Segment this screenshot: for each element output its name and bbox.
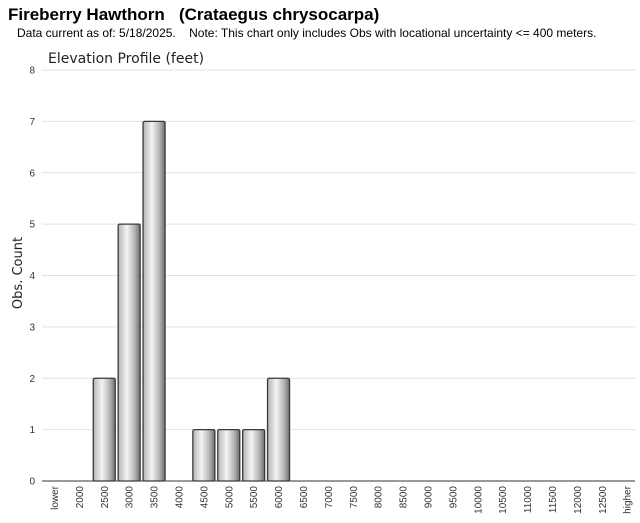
- y-tick-label: 3: [29, 322, 35, 333]
- x-tick-label: 3500: [150, 486, 161, 509]
- x-tick-label: 8000: [374, 486, 385, 509]
- x-tick-label: 3000: [125, 486, 136, 509]
- x-tick-label: higher: [623, 485, 634, 513]
- x-tick-label: 12500: [598, 486, 609, 514]
- x-tick-label: 11000: [523, 486, 534, 514]
- x-tick-label: 5500: [249, 486, 260, 509]
- x-tick-label: 6500: [299, 486, 310, 509]
- bar-2500: [92, 377, 116, 482]
- x-tick-label: 12000: [573, 486, 584, 514]
- y-tick-label: 1: [29, 425, 35, 436]
- x-tick-label: 9000: [423, 486, 434, 509]
- x-tick-label: 11500: [548, 486, 559, 514]
- y-axis-label: Obs. Count: [11, 237, 26, 309]
- data-note: Data current as of: 5/18/2025. Note: Thi…: [17, 26, 597, 40]
- chart-title: Fireberry Hawthorn (Crataegus chrysocarp…: [8, 5, 380, 24]
- x-tick-label: 9500: [448, 486, 459, 509]
- bar-5000: [217, 428, 241, 482]
- y-tick-label: 7: [29, 117, 35, 128]
- y-tick-label: 5: [29, 220, 35, 231]
- x-tick-label: 2500: [100, 486, 111, 509]
- elevation-profile-chart: Elevation Profile (feet) Obs. Count 0 1 2 3…: [11, 51, 635, 514]
- bar-3500: [142, 120, 166, 482]
- x-tick-label: 4500: [199, 486, 210, 509]
- bar-5500: [241, 428, 266, 482]
- x-tick-label: 5000: [224, 486, 235, 509]
- y-tick-label: 6: [29, 168, 35, 179]
- x-tick-label: 7500: [349, 486, 360, 509]
- x-tick-label: 7000: [324, 486, 335, 509]
- y-tick-label: 0: [29, 477, 35, 488]
- x-tick-label: 4000: [174, 486, 185, 509]
- y-tick-label: 4: [29, 271, 35, 282]
- x-tick-label: 6000: [274, 486, 285, 509]
- y-tick-label: 2: [29, 374, 35, 385]
- x-tick-label: lower: [50, 485, 61, 510]
- bar-4500: [192, 428, 216, 482]
- bar-3000: [117, 223, 141, 482]
- x-tick-label: 10500: [498, 486, 509, 514]
- y-tick-label: 8: [29, 66, 35, 77]
- bar-6000: [266, 377, 291, 482]
- chart-inner-title: Elevation Profile (feet): [48, 51, 204, 67]
- x-tick-label: 10000: [473, 486, 484, 514]
- x-tick-label: 2000: [75, 486, 86, 509]
- x-tick-label: 8500: [399, 486, 410, 509]
